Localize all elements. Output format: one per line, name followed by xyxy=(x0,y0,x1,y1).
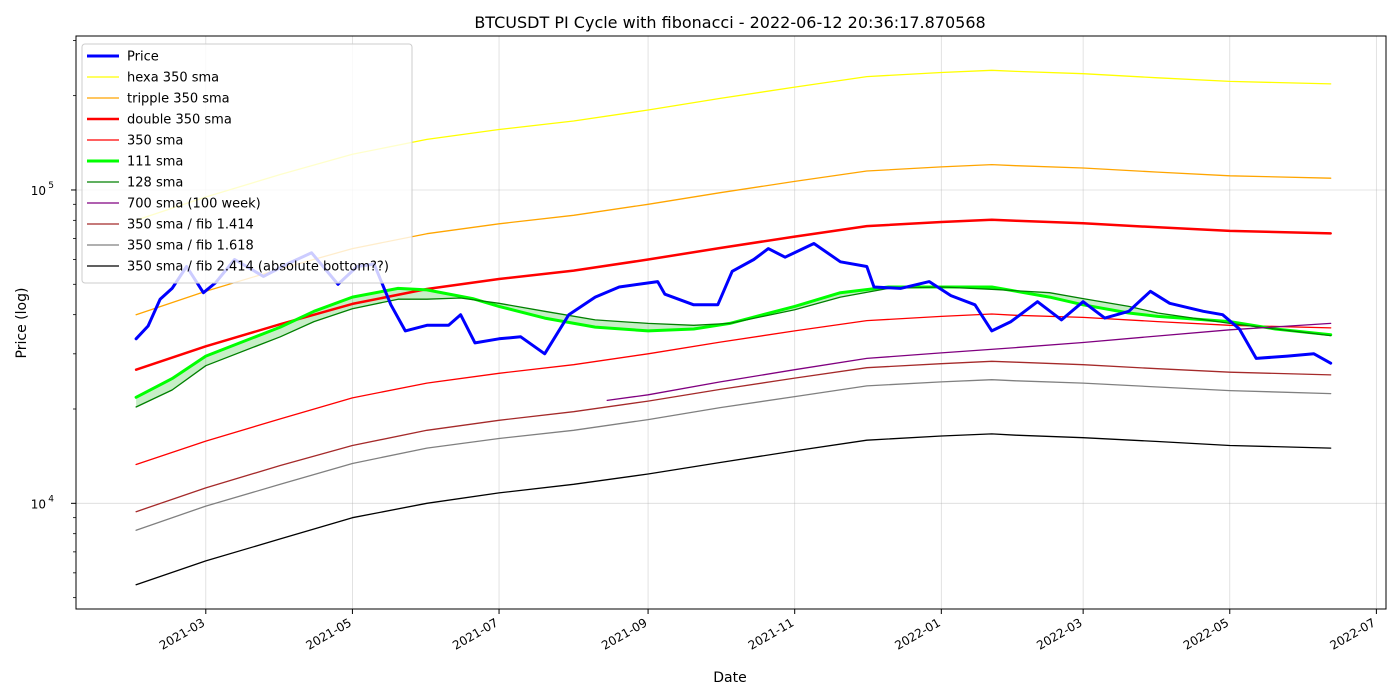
legend-label: tripple 350 sma xyxy=(127,92,230,107)
plot-frame xyxy=(75,35,1387,610)
legend-label: 350 sma xyxy=(127,134,183,149)
series-line-350-sma-fib-1-414 xyxy=(135,360,1332,513)
y-tick-label: 10 xyxy=(31,184,46,198)
y-tick-label: 10 xyxy=(31,497,46,511)
x-axis-label: Date xyxy=(713,670,746,686)
y-axis-label: Price (log) xyxy=(14,288,30,359)
series-line-350-sma-fib-2-414-absolute-bottom xyxy=(135,433,1332,586)
legend-label: 350 sma / fib 2.414 (absolute bottom??) xyxy=(127,260,389,275)
legend-label: 350 sma / fib 1.618 xyxy=(127,239,254,254)
series-line-111-sma xyxy=(134,285,1333,399)
series-line-double-350-sma xyxy=(134,218,1332,371)
series-line-700-sma-100-week xyxy=(606,322,1332,402)
legend-label: 128 sma xyxy=(127,176,183,191)
legend: Price hexa 350 sma tripple 350 sma double 3… xyxy=(81,43,413,284)
legend-label: 700 sma (100 week) xyxy=(127,197,261,212)
series-line-350-sma xyxy=(135,313,1332,466)
legend-label: 350 sma / fib 1.414 xyxy=(127,218,254,233)
y-tick-exponent: 5 xyxy=(48,181,54,191)
series-line-350-sma-fib-1-618 xyxy=(135,379,1332,531)
y-tick-exponent: 4 xyxy=(48,494,54,504)
legend-label: hexa 350 sma xyxy=(127,71,219,86)
legend-label: double 350 sma xyxy=(127,113,232,128)
chart-title: BTCUSDT PI Cycle with fibonacci - 2022-0… xyxy=(474,13,985,32)
legend-label: Price xyxy=(127,50,159,65)
series-line-128-sma xyxy=(135,286,1332,408)
legend-label: 111 sma xyxy=(127,155,183,170)
legend-box xyxy=(81,43,413,284)
